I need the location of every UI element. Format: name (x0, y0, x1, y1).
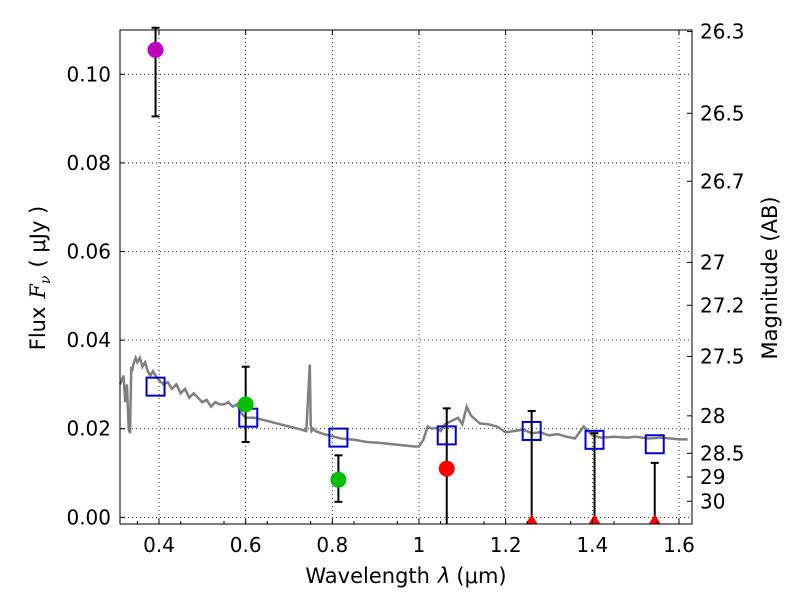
model-photometry-square (584, 429, 605, 450)
y2-tick-label: 26.5 (700, 101, 745, 125)
grid (120, 30, 692, 524)
axis-ticks (120, 30, 692, 524)
y2-axis-title: Magnitude (AB) (758, 196, 782, 359)
x-tick-label: 0.4 (143, 533, 175, 557)
x-tick-label: 0.8 (316, 533, 348, 557)
y-tick-label: 0.00 (66, 505, 111, 529)
y-tick-label: 0.08 (66, 151, 111, 175)
y2-tick-label: 29 (700, 465, 725, 489)
x-tick-label: 1.4 (576, 533, 608, 557)
sed-model-layer (118, 354, 688, 448)
model-photometry-square (436, 425, 457, 446)
model-photometry-square (644, 434, 665, 455)
plot-frame (119, 29, 693, 525)
x-tick-label: 1 (413, 533, 426, 557)
y2-tick-label: 28.5 (700, 441, 745, 465)
y2-tick-label: 27.2 (700, 293, 745, 317)
observed-point (330, 471, 347, 488)
upper-limit-marker (525, 514, 538, 524)
sed-model-line (118, 354, 688, 448)
observed-point (147, 41, 164, 58)
x-tick-label: 0.6 (230, 533, 262, 557)
y-tick-label: 0.10 (66, 62, 111, 86)
y2-tick-label: 26.7 (700, 169, 745, 193)
observed-point (237, 396, 254, 413)
y2-tick-label: 27.5 (700, 344, 745, 368)
y2-tick-label: 26.3 (700, 20, 745, 44)
x-tick-label: 1.2 (490, 533, 522, 557)
model-photometry-square (145, 376, 166, 397)
model-photometry-square (328, 427, 349, 448)
x-tick-labels: 0.4 0.6 0.8 1 1.2 1.4 1.6 (143, 533, 695, 557)
upper-limit-marker (588, 514, 601, 524)
model-photometry-square (521, 420, 542, 441)
observed-point (438, 460, 455, 477)
y-tick-labels: 0.00 0.02 0.04 0.06 0.08 0.10 (66, 62, 111, 529)
y-axis-title: FluxFν( μJy ) (26, 206, 54, 350)
model-photometry-layer (145, 376, 665, 455)
y-tick-label: 0.06 (66, 240, 111, 264)
x-axis-title: Wavelength λ (μm) (305, 564, 506, 588)
x-tick-label: 1.6 (663, 533, 695, 557)
y2-tick-label: 30 (700, 489, 725, 513)
y-tick-label: 0.02 (66, 417, 111, 441)
y-tick-label: 0.04 (66, 328, 111, 352)
y2-tick-label: 28 (700, 404, 725, 428)
y2-tick-label: 27 (700, 250, 725, 274)
observed-points-layer (147, 41, 661, 524)
